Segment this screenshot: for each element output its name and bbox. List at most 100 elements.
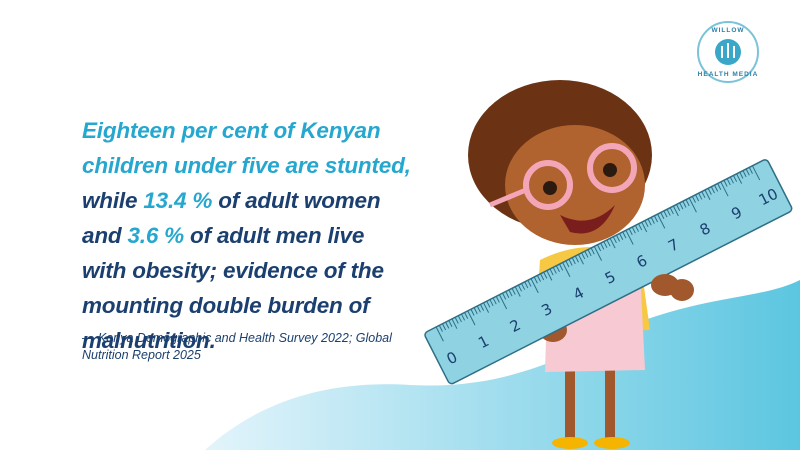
ruler-tick: [717, 183, 722, 190]
ruler-tick: [647, 218, 652, 226]
ruler-tick: [625, 230, 634, 245]
ruler-tick: [438, 325, 443, 332]
ruler-tick: [546, 270, 553, 281]
ruler-tick: [590, 247, 595, 255]
ruler-tick: [752, 165, 761, 181]
ruler-tick: [733, 175, 738, 182]
quote-line: with obesity; evidence of the: [82, 253, 411, 288]
ruler-tick: [511, 288, 516, 295]
ruler-tick: [457, 315, 462, 323]
logo-top: WILLOW: [711, 27, 744, 34]
ruler-tick: [597, 244, 602, 252]
ruler-tick: [461, 313, 466, 321]
ruler-tick: [508, 289, 513, 297]
quote-line: Eighteen per cent of Kenyan: [82, 113, 411, 148]
ruler-tick: [584, 250, 589, 258]
ruler-tick: [660, 212, 665, 220]
ruler-tick: [657, 213, 666, 229]
ruler-tick: [679, 202, 684, 210]
ruler-tick: [593, 246, 603, 261]
ruler-tick: [451, 318, 458, 329]
text: malnutrition.: [82, 328, 216, 353]
text: with obesity; evidence of the: [82, 258, 384, 283]
ruler-tick: [571, 257, 576, 265]
ruler-tick: [698, 192, 703, 200]
ruler-tick: [638, 223, 643, 231]
ruler-tick: [606, 239, 611, 247]
ruler-tick: [521, 283, 526, 290]
text: mounting double burden of: [82, 293, 370, 318]
ruler-tick: [559, 263, 564, 271]
ruler-tick: [536, 275, 541, 282]
ruler-tick: [739, 172, 744, 179]
logo: WILLOW HEALTH MEDIA: [697, 21, 759, 83]
logo-bottom: HEALTH MEDIA: [698, 71, 759, 78]
quote: Eighteen per cent of Kenyan children unde…: [82, 78, 411, 393]
ruler-tick: [666, 209, 671, 216]
ruler-tick: [517, 284, 523, 292]
highlight: children under five are stunted,: [82, 153, 411, 178]
ruler-tick: [726, 178, 731, 186]
text: while: [82, 188, 144, 213]
ruler-tick: [565, 260, 570, 268]
ruler-tick: [543, 271, 548, 279]
ruler-tick: [736, 173, 743, 184]
ruler-tick: [527, 280, 532, 287]
ruler-tick: [615, 234, 621, 242]
ruler-tick: [581, 252, 586, 260]
ruler-tick: [505, 291, 510, 298]
ruler-tick: [587, 249, 592, 257]
ruler-tick: [530, 278, 539, 294]
ruler-tick: [672, 205, 679, 217]
ruler-tick: [473, 307, 478, 315]
ruler-tick: [729, 176, 734, 184]
ruler-tick: [555, 265, 560, 273]
ruler-tick: [549, 268, 554, 276]
ruler-tick: [524, 281, 529, 289]
ruler-tick: [720, 181, 729, 197]
wave: [205, 280, 800, 450]
ruler-tick: [669, 207, 674, 215]
ruler-tick: [641, 221, 648, 233]
ruler-tick: [470, 309, 475, 316]
ruler-tick: [676, 204, 681, 211]
ruler-tick: [685, 199, 690, 207]
ruler-tick: [435, 326, 444, 342]
ruler-tick: [663, 210, 668, 218]
ruler-tick: [492, 297, 497, 305]
ruler-tick: [540, 273, 545, 281]
ruler-tick: [714, 184, 719, 192]
text: of adult men live: [184, 223, 365, 248]
ruler-tick: [467, 310, 476, 326]
ruler-tick: [454, 317, 459, 324]
ruler-tick: [628, 228, 633, 236]
ruler-tick: [552, 267, 557, 274]
ruler-tick: [653, 215, 659, 223]
text: and: [82, 223, 128, 248]
ruler-tick: [701, 191, 706, 199]
ruler-tick: [514, 286, 521, 297]
ruler-tick: [619, 233, 624, 240]
ruler-tick: [476, 305, 481, 313]
ruler-tick: [442, 323, 447, 331]
quote-line: while 13.4 % of adult women: [82, 183, 411, 218]
ruler-tick: [723, 180, 728, 187]
ruler-tick: [445, 321, 450, 329]
ruler-tick: [748, 167, 753, 174]
text: of adult women: [212, 188, 381, 213]
quote-line: mounting double burden of: [82, 288, 411, 323]
ruler-tick: [464, 312, 469, 319]
ruler-tick: [691, 196, 696, 203]
ruler-tick: [634, 225, 640, 232]
ruler-tick: [479, 304, 485, 311]
ruler-tick: [609, 238, 616, 249]
source-line: Nutrition Report 2025: [82, 348, 201, 362]
highlight: 3.6 %: [127, 223, 184, 248]
ruler-tick: [695, 194, 700, 202]
ruler-tick: [486, 300, 491, 308]
quote-line: and 3.6 % of adult men live: [82, 218, 411, 253]
ruler-tick: [688, 197, 697, 213]
ruler-tick: [489, 299, 494, 307]
